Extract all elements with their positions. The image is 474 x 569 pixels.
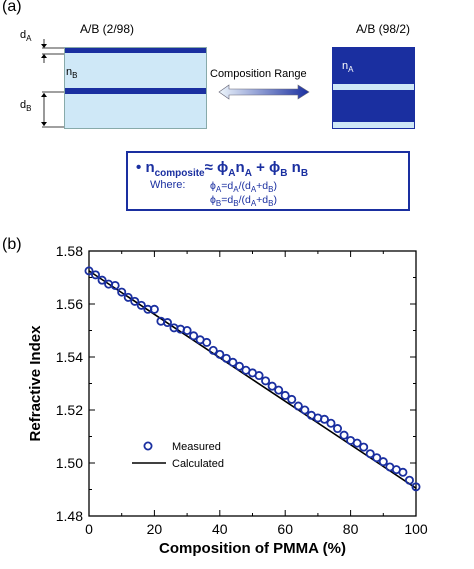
y-tick-label: 1.54 — [56, 349, 83, 365]
where-label: Where: — [150, 179, 186, 191]
x-tick-label: 80 — [343, 521, 359, 537]
panel-b-label: (b) — [2, 236, 22, 253]
measured-point — [208, 345, 218, 355]
left-layer-stack — [64, 47, 207, 129]
measured-point — [326, 418, 336, 428]
measured-point — [136, 300, 146, 310]
left-stack-title: A/B (2/98) — [80, 22, 135, 36]
legend-calculated-label: Calculated — [172, 458, 224, 470]
legend-measured-label: Measured — [172, 441, 221, 453]
measured-point — [182, 325, 192, 335]
y-tick-label: 1.58 — [56, 243, 83, 259]
measured-point — [411, 482, 421, 492]
measured-point — [254, 371, 264, 381]
measured-point — [221, 353, 231, 363]
double-arrow-icon — [218, 84, 310, 100]
y-axis-label: Refractive Index — [27, 325, 44, 442]
measured-point — [267, 381, 277, 391]
phiA-definition: ϕA=dA/(dA+dB) — [210, 180, 277, 195]
measured-point — [293, 401, 303, 411]
panel-a-label: (a) — [2, 0, 22, 15]
measured-point — [274, 385, 284, 395]
y-tick-label: 1.56 — [56, 296, 83, 312]
measured-point — [404, 475, 414, 485]
nB-label: nB — [66, 66, 78, 81]
measured-point — [359, 442, 369, 452]
measured-point — [162, 318, 172, 328]
measured-point — [189, 331, 199, 341]
measured-point — [300, 405, 310, 415]
measured-point — [372, 453, 382, 463]
measured-point — [202, 337, 212, 347]
measured-point — [110, 280, 120, 290]
x-tick-label: 40 — [212, 521, 228, 537]
measured-point — [84, 266, 94, 276]
measured-point — [228, 357, 238, 367]
measured-point — [91, 270, 101, 280]
right-stack-title: A/B (98/2) — [356, 22, 411, 36]
y-tick-label: 1.50 — [56, 455, 83, 471]
equation-box: • ncomposite≈ ϕAnA + ϕB nB Where: ϕA=dA/… — [126, 151, 410, 211]
measured-point — [333, 424, 343, 434]
measured-point — [378, 457, 388, 467]
x-tick-label: 100 — [404, 521, 428, 537]
measured-point — [319, 414, 329, 424]
measured-point — [149, 304, 159, 314]
composition-range-label: Composition Range — [210, 68, 307, 80]
measured-point — [97, 275, 107, 285]
dB-label: dB — [20, 99, 32, 114]
phiB-definition: ϕB=dB/(dA+dB) — [210, 194, 277, 209]
right-layer-stack — [332, 47, 415, 129]
thickness-indicators — [41, 39, 64, 128]
composite-equation: • ncomposite≈ ϕAnA + ϕB nB — [136, 159, 309, 179]
nA-label: nA — [342, 60, 354, 75]
measured-point — [398, 467, 408, 477]
x-tick-label: 60 — [277, 521, 293, 537]
left-thin-layer-a-top — [65, 48, 206, 53]
measured-point — [130, 296, 140, 306]
measured-point — [352, 438, 362, 448]
measured-point — [365, 449, 375, 459]
measured-point — [280, 390, 290, 400]
left-thin-layer-a-mid — [65, 88, 206, 94]
measured-point — [339, 430, 349, 440]
measured-point — [215, 349, 225, 359]
right-thin-layer-b-mid — [333, 84, 414, 90]
measured-point — [117, 287, 127, 297]
plot-frame — [88, 250, 417, 517]
measured-point — [287, 394, 297, 404]
right-thin-layer-b-bottom — [333, 122, 414, 128]
measured-point — [261, 376, 271, 386]
legend-measured-marker — [143, 441, 153, 451]
calculated-line — [88, 270, 417, 489]
y-tick-label: 1.48 — [56, 508, 83, 524]
measured-point — [123, 292, 133, 302]
x-tick-label: 20 — [147, 521, 163, 537]
measured-point — [234, 361, 244, 371]
dA-label: dA — [20, 29, 32, 44]
x-tick-label: 0 — [85, 521, 93, 537]
x-axis-label: Composition of PMMA (%) — [159, 540, 346, 557]
y-tick-label: 1.52 — [56, 402, 83, 418]
